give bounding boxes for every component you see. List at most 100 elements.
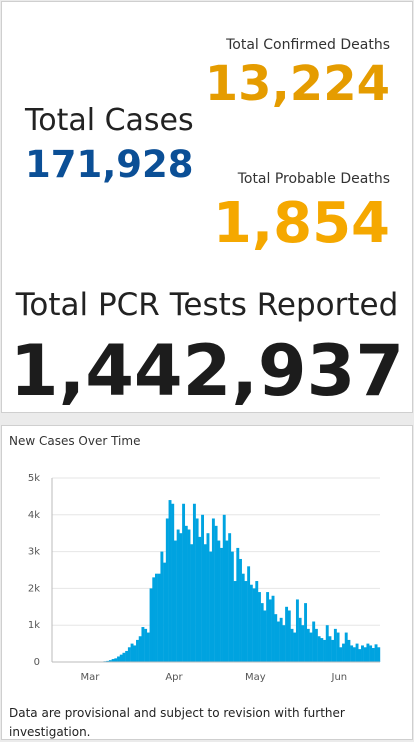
bar bbox=[136, 640, 139, 662]
bar bbox=[375, 644, 378, 662]
bar bbox=[204, 544, 207, 662]
bar bbox=[163, 563, 166, 662]
bar bbox=[353, 647, 356, 662]
x-tick-label: Jun bbox=[331, 672, 348, 683]
y-tick-label: 4k bbox=[28, 510, 40, 521]
bar bbox=[369, 645, 372, 662]
bar bbox=[293, 633, 296, 662]
bar bbox=[125, 651, 128, 662]
bar bbox=[223, 515, 226, 662]
bar bbox=[261, 603, 264, 662]
bar bbox=[201, 515, 204, 662]
bar bbox=[166, 518, 169, 662]
bar bbox=[198, 537, 201, 662]
bar bbox=[253, 588, 256, 662]
bar bbox=[193, 504, 196, 662]
bar bbox=[141, 627, 144, 662]
bar bbox=[152, 577, 155, 662]
bar bbox=[234, 581, 237, 662]
bar bbox=[296, 599, 299, 662]
bar bbox=[185, 526, 188, 662]
bar bbox=[128, 647, 131, 662]
bar bbox=[236, 548, 239, 662]
bar bbox=[258, 592, 261, 662]
bar bbox=[215, 526, 218, 662]
bar bbox=[150, 588, 153, 662]
bar bbox=[345, 633, 348, 662]
y-tick-label: 2k bbox=[28, 583, 40, 594]
bar bbox=[217, 541, 220, 662]
bar bbox=[282, 625, 285, 662]
bar bbox=[155, 574, 158, 662]
bar bbox=[207, 533, 210, 662]
y-tick-label: 5k bbox=[28, 473, 40, 484]
bar bbox=[280, 618, 283, 662]
bar bbox=[312, 622, 315, 662]
bar bbox=[158, 574, 161, 662]
bar bbox=[228, 533, 231, 662]
bar bbox=[225, 541, 228, 662]
x-tick-label: May bbox=[245, 672, 266, 683]
bar bbox=[272, 596, 275, 662]
bar bbox=[366, 644, 369, 662]
y-tick-label: 0 bbox=[34, 657, 40, 668]
bar bbox=[255, 581, 258, 662]
bar bbox=[326, 625, 329, 662]
x-tick-label: Apr bbox=[165, 672, 183, 683]
bar bbox=[364, 647, 367, 662]
bar bbox=[160, 552, 163, 662]
bar bbox=[120, 655, 123, 662]
bar bbox=[242, 574, 245, 662]
bar bbox=[147, 633, 150, 662]
bar bbox=[307, 629, 310, 662]
bar bbox=[350, 645, 353, 662]
bar bbox=[250, 585, 253, 662]
bar bbox=[114, 658, 117, 662]
bar bbox=[334, 629, 337, 662]
bar bbox=[169, 500, 172, 662]
bar bbox=[331, 640, 334, 662]
bar bbox=[377, 647, 380, 662]
bar bbox=[190, 544, 193, 662]
bar bbox=[179, 533, 182, 662]
bar bbox=[356, 644, 359, 662]
bar bbox=[247, 566, 250, 662]
bar bbox=[196, 518, 199, 662]
bar bbox=[315, 629, 318, 662]
bar bbox=[122, 653, 125, 662]
bar bbox=[291, 629, 294, 662]
bar bbox=[171, 504, 174, 662]
bar bbox=[244, 581, 247, 662]
bar bbox=[337, 633, 340, 662]
bar bbox=[288, 610, 291, 662]
bar bbox=[177, 530, 180, 662]
bar bbox=[117, 656, 120, 662]
bar bbox=[274, 614, 277, 662]
bar bbox=[339, 647, 342, 662]
bar bbox=[361, 645, 364, 662]
bar bbox=[133, 645, 136, 662]
bar bbox=[372, 648, 375, 662]
bar bbox=[231, 552, 234, 662]
bar bbox=[188, 530, 191, 662]
bar bbox=[131, 644, 134, 662]
bar bbox=[358, 649, 361, 662]
bar bbox=[174, 541, 177, 662]
bar bbox=[347, 640, 350, 662]
bar bbox=[212, 518, 215, 662]
bar bbox=[285, 607, 288, 662]
bar bbox=[328, 636, 331, 662]
bar bbox=[310, 633, 313, 662]
bar bbox=[220, 548, 223, 662]
bar bbox=[139, 636, 142, 662]
bar bbox=[266, 592, 269, 662]
bar bbox=[182, 504, 185, 662]
bar bbox=[304, 603, 307, 662]
bar bbox=[342, 644, 345, 662]
bar bbox=[239, 559, 242, 662]
y-tick-label: 3k bbox=[28, 547, 40, 558]
x-tick-label: Mar bbox=[81, 672, 101, 683]
bar bbox=[323, 640, 326, 662]
bar bbox=[318, 636, 321, 662]
